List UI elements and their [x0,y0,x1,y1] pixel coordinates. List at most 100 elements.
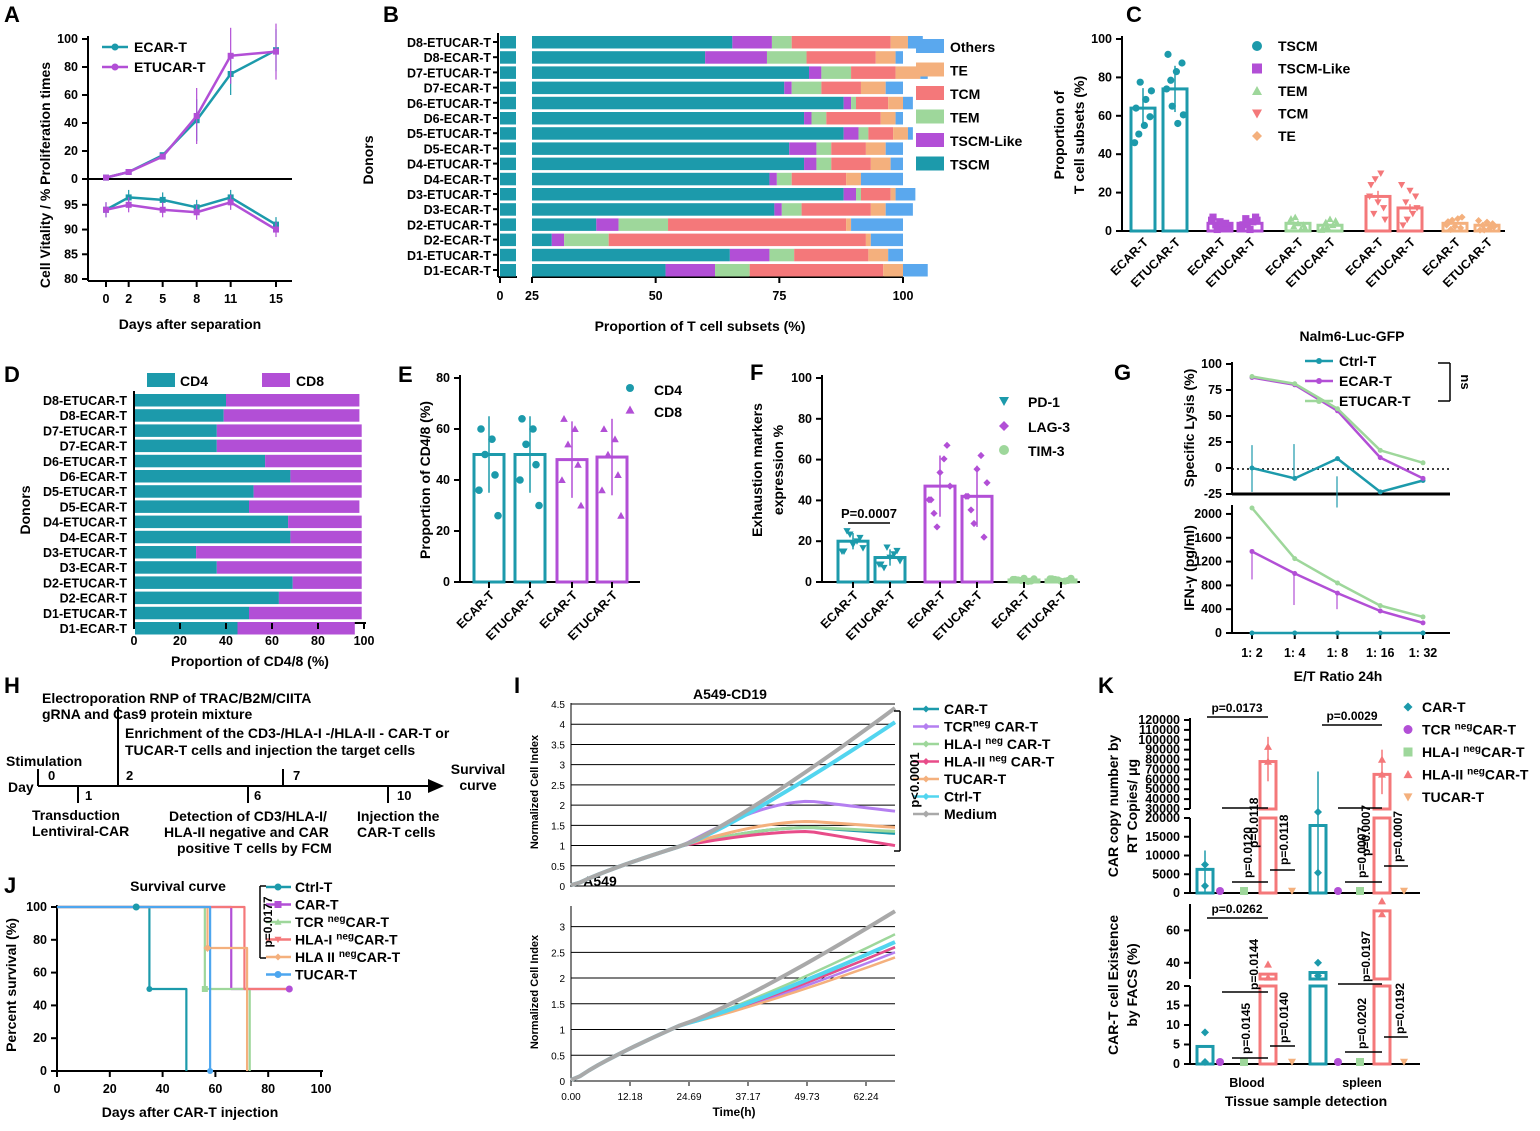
k-legend-marker [1403,725,1413,734]
h-event-enrichment-2: TUCAR-T cells and injection the target c… [125,742,415,758]
c-point [1409,210,1417,218]
c-point [1489,220,1497,228]
c-point [1147,87,1155,95]
j-point [201,986,208,992]
b-bar-TSCM-Like [843,188,857,201]
b-bar-TEM [821,66,852,79]
c-point [1367,182,1375,189]
f-point [1009,575,1017,584]
k-pvalue: p=0.0029 [1326,709,1377,723]
c-point [1142,95,1150,104]
f-legend-marker [999,397,1009,406]
k-ytick-label: 5 [1173,1038,1180,1052]
c-point [1222,219,1230,227]
k-ytick-label: 40 [1166,956,1180,970]
c-point [1490,223,1498,231]
c-point [1406,187,1414,195]
b-xtick-label: 25 [525,289,539,303]
b-xtick-label: 100 [893,289,914,303]
k-legend-marker [1403,747,1413,757]
a-legend-label: ETUCAR-T [134,59,206,75]
a-xtick-label: 11 [224,292,237,306]
i-xlabel: Time(h) [712,1105,755,1119]
b-bar-Others [895,51,903,64]
i-ytick-label: 3 [559,923,565,934]
k-point [1201,881,1209,890]
g-point [1292,556,1298,562]
e-legend-label: CD4 [654,382,682,398]
k-xlabel: Tissue sample detection [1225,1093,1387,1109]
f-point [1020,574,1028,582]
k-point [1356,887,1364,895]
k-ytick-label: 50000 [1145,782,1180,796]
j-legend-label: CAR-T [295,897,339,913]
b-bar-Others [885,203,913,216]
b-bar-stub [500,127,516,140]
j-legend-label: HLA II negCAR-T [295,949,401,966]
k-ytick-label: 15 [1166,999,1180,1013]
b-category-label: D1-ETUCAR-T [407,249,491,263]
a-xtick-label: 8 [193,292,200,306]
c-point [1443,221,1451,229]
g-ylabel-top: Specific Lysis (%) [1181,369,1197,488]
j-curve-TUCAR-T [57,905,212,1071]
d-bar-CD8 [249,606,362,620]
k-pvalue: p=0.0118 [1247,797,1261,848]
c-point [1132,104,1140,112]
d-xlabel: Proportion of CD4/8 (%) [171,653,329,669]
k-ytick-label: 10 [1166,1018,1180,1032]
c-legend-marker [1252,131,1262,141]
k-point [1314,808,1322,816]
b-bar-TEM [771,36,792,49]
c-legend-marker [1252,109,1262,119]
d-bar-CD8 [223,409,360,422]
i-bottom-curve-TCR neg CAR-T [570,951,896,1082]
i-ytick-label: 3.5 [551,740,565,751]
k-bar-bottom-lower-spleen [1372,984,1392,1066]
g-legend-label: Ctrl-T [1339,353,1377,369]
panel-label-A: A [4,2,20,27]
b-bar-Others [895,112,903,125]
i-ytick-label: 0.5 [551,1051,565,1062]
h-arrowhead [428,779,444,793]
a-ytick-label: 85 [64,247,78,261]
b-legend-label: TCM [950,86,980,102]
k-legend-label: TCR negCAR-T [1422,721,1516,738]
k-point [1240,887,1248,895]
k-pvalue: p=0.0144 [1247,939,1261,990]
b-bar-TE [888,96,903,110]
b-bar-TEM [851,96,857,110]
g-point [1420,614,1426,620]
b-legend-label: TSCM-Like [950,133,1023,149]
d-bar-CD4 [135,500,249,513]
j-legend-marker [274,901,282,908]
b-bar-TCM [749,264,884,277]
a-ylabel: Cell Vitality / % Proliferation times [37,62,53,288]
b-bar-TEM [776,172,792,186]
k-legend-marker [1403,770,1413,779]
d-xtick-label: 100 [354,634,375,648]
f-point [856,534,864,542]
g-point [1420,630,1426,636]
b-bar-TSCM [532,142,790,155]
k-pvalue: p=0.0007 [1391,811,1405,862]
d-bar-CD4 [135,530,291,544]
f-point [896,558,904,565]
k-ytick-label: 40000 [1145,792,1180,806]
e-ytick-label: 60 [436,422,450,436]
b-bar-TE [890,188,896,201]
c-ylabel-2: T cell subsets (%) [1071,76,1087,194]
c-point [1476,226,1484,234]
k-point [1314,868,1322,877]
d-bar-CD8 [290,530,362,544]
b-bar-TSCM-Like [596,218,619,231]
h-event-stimulation: Stimulation [6,753,82,769]
b-bar-Others [870,233,903,247]
e-point [522,440,530,449]
g-point [1420,620,1426,626]
e-point [475,486,483,495]
b-bar-TSCM-Like [809,66,822,79]
d-category-label: D2-ETUCAR-T [43,576,127,590]
f-point [849,541,857,549]
